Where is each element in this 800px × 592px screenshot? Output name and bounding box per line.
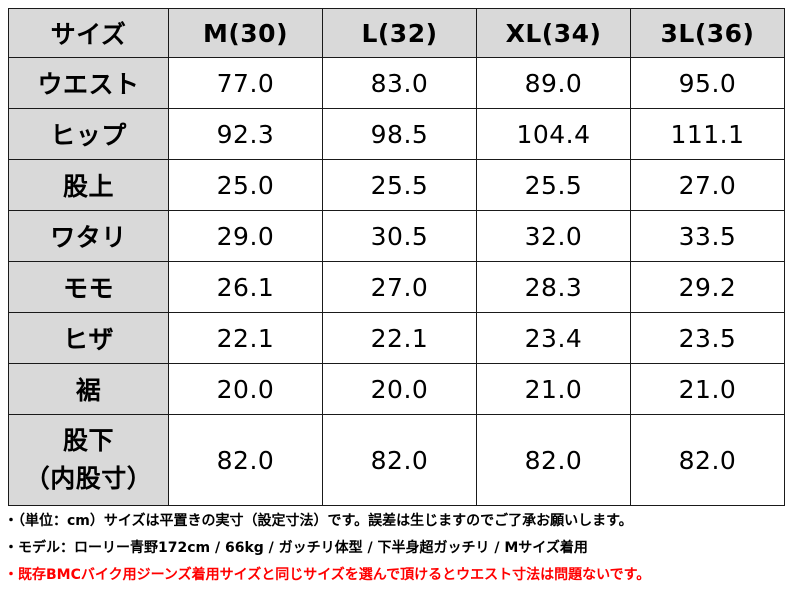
- table-cell: 22.1: [322, 312, 477, 364]
- table-cell: 29.2: [630, 261, 785, 313]
- table-cell: 83.0: [322, 57, 477, 109]
- header-size: サイズ: [8, 8, 169, 58]
- table-row: ヒザ 22.1 22.1 23.4 23.5: [8, 312, 785, 364]
- table-cell: 95.0: [630, 57, 785, 109]
- table-cell: 82.0: [168, 414, 323, 506]
- row-label-thigh-width: ワタリ: [8, 210, 169, 262]
- table-cell: 25.0: [168, 159, 323, 211]
- table-row: 裾 20.0 20.0 21.0 21.0: [8, 363, 785, 415]
- table-cell: 23.4: [476, 312, 631, 364]
- table-cell: 22.1: [168, 312, 323, 364]
- table-cell: 33.5: [630, 210, 785, 262]
- table-row: ウエスト 77.0 83.0 89.0 95.0: [8, 57, 785, 109]
- table-row: ヒップ 92.3 98.5 104.4 111.1: [8, 108, 785, 160]
- table-cell: 27.0: [630, 159, 785, 211]
- table-cell: 27.0: [322, 261, 477, 313]
- table-row: ワタリ 29.0 30.5 32.0 33.5: [8, 210, 785, 262]
- size-chart-table: サイズ M(30) L(32) XL(34) 3L(36) ウエスト 77.0 …: [8, 8, 785, 506]
- table-cell: 98.5: [322, 108, 477, 160]
- table-cell: 26.1: [168, 261, 323, 313]
- table-cell: 82.0: [630, 414, 785, 506]
- table-row: 股下 （内股寸） 82.0 82.0 82.0 82.0: [8, 414, 785, 506]
- table-cell: 104.4: [476, 108, 631, 160]
- header-m30: M(30): [168, 8, 323, 58]
- header-xl34: XL(34): [476, 8, 631, 58]
- header-3l36: 3L(36): [630, 8, 785, 58]
- table-row: 股上 25.0 25.5 25.5 27.0: [8, 159, 785, 211]
- table-cell: 29.0: [168, 210, 323, 262]
- table-cell: 25.5: [476, 159, 631, 211]
- row-label-hip: ヒップ: [8, 108, 169, 160]
- note-size-advice: ・既存BMCバイク用ジーンズ着用サイズと同じサイズを選んで頂けるとウエスト寸法は…: [4, 567, 651, 583]
- table-cell: 89.0: [476, 57, 631, 109]
- table-cell: 30.5: [322, 210, 477, 262]
- table-cell: 32.0: [476, 210, 631, 262]
- row-label-hem: 裾: [8, 363, 169, 415]
- row-label-knee: ヒザ: [8, 312, 169, 364]
- table-cell: 77.0: [168, 57, 323, 109]
- table-cell: 82.0: [322, 414, 477, 506]
- row-label-rise: 股上: [8, 159, 169, 211]
- row-label-inseam-main: 股下: [62, 426, 114, 455]
- table-cell: 82.0: [476, 414, 631, 506]
- table-cell: 111.1: [630, 108, 785, 160]
- note-model: ・モデル：ローリー青野172cm / 66kg / ガッチリ体型 / 下半身超ガ…: [4, 540, 588, 556]
- table-cell: 23.5: [630, 312, 785, 364]
- table-cell: 28.3: [476, 261, 631, 313]
- row-label-waist: ウエスト: [8, 57, 169, 109]
- table-cell: 92.3: [168, 108, 323, 160]
- table-cell: 25.5: [322, 159, 477, 211]
- table-cell: 21.0: [630, 363, 785, 415]
- table-cell: 20.0: [322, 363, 477, 415]
- row-label-thigh: モモ: [8, 261, 169, 313]
- row-label-inseam: 股下 （内股寸）: [8, 414, 169, 506]
- note-unit: ・（単位：cm）サイズは平置きの実寸（設定寸法）です。誤差は生じますのでご了承お…: [4, 513, 633, 529]
- row-label-inseam-sub: （内股寸）: [24, 464, 153, 493]
- table-cell: 20.0: [168, 363, 323, 415]
- table-header-row: サイズ M(30) L(32) XL(34) 3L(36): [8, 8, 785, 58]
- table-cell: 21.0: [476, 363, 631, 415]
- notes-section: ・（単位：cm）サイズは平置きの実寸（設定寸法）です。誤差は生じますのでご了承お…: [4, 508, 796, 589]
- table-row: モモ 26.1 27.0 28.3 29.2: [8, 261, 785, 313]
- header-l32: L(32): [322, 8, 477, 58]
